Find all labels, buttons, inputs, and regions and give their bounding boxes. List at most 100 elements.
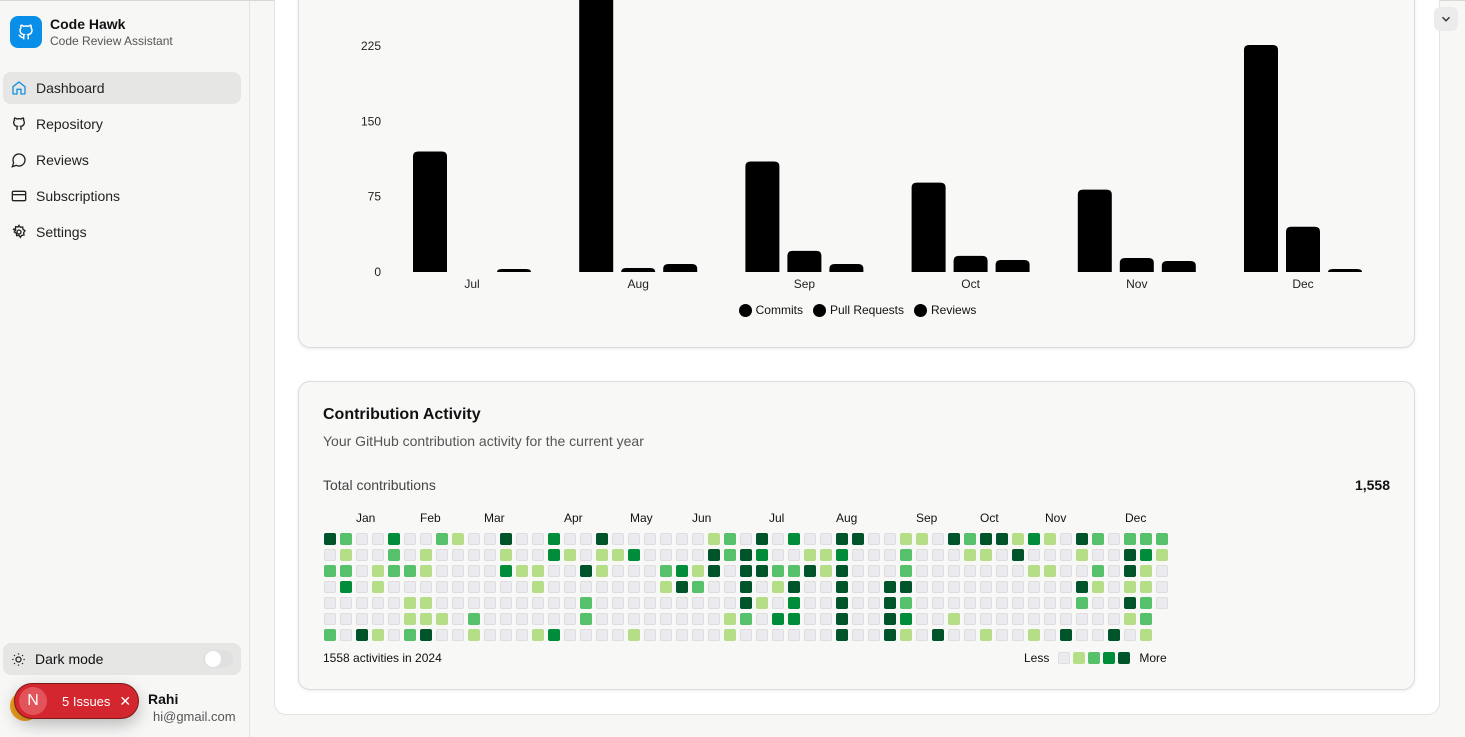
heatmap-cell[interactable] [532,581,544,593]
heatmap-cell[interactable] [772,597,784,609]
heatmap-cell[interactable] [724,565,736,577]
sidebar-item-settings[interactable]: Settings [3,216,241,248]
heatmap-cell[interactable] [564,549,576,561]
heatmap-cell[interactable] [900,597,912,609]
heatmap-cell[interactable] [340,629,352,641]
heatmap-cell[interactable] [660,597,672,609]
heatmap-cell[interactable] [388,549,400,561]
heatmap-cell[interactable] [1124,597,1136,609]
heatmap-cell[interactable] [1012,597,1024,609]
heatmap-cell[interactable] [596,597,608,609]
heatmap-cell[interactable] [740,533,752,545]
heatmap-cell[interactable] [1060,581,1072,593]
heatmap-cell[interactable] [372,565,384,577]
heatmap-cell[interactable] [692,613,704,625]
heatmap-cell[interactable] [372,597,384,609]
heatmap-cell[interactable] [580,533,592,545]
heatmap-cell[interactable] [980,581,992,593]
heatmap-cell[interactable] [580,549,592,561]
heatmap-cell[interactable] [708,549,720,561]
heatmap-cell[interactable] [1060,597,1072,609]
heatmap-cell[interactable] [1140,613,1152,625]
bar-commits[interactable] [413,151,447,272]
bar-commits[interactable] [1244,44,1278,273]
heatmap-cell[interactable] [612,581,624,593]
heatmap-cell[interactable] [404,597,416,609]
heatmap-cell[interactable] [676,613,688,625]
heatmap-cell[interactable] [884,629,896,641]
heatmap-cell[interactable] [1124,565,1136,577]
sidebar-item-subscriptions[interactable]: Subscriptions [3,180,241,212]
heatmap-cell[interactable] [948,581,960,593]
heatmap-cell[interactable] [980,613,992,625]
heatmap-cell[interactable] [1092,565,1104,577]
heatmap-cell[interactable] [724,533,736,545]
heatmap-cell[interactable] [1140,533,1152,545]
heatmap-cell[interactable] [900,613,912,625]
heatmap-cell[interactable] [852,629,864,641]
heatmap-cell[interactable] [436,533,448,545]
sidebar-item-reviews[interactable]: Reviews [3,144,241,176]
heatmap-cell[interactable] [324,629,336,641]
heatmap-cell[interactable] [1124,613,1136,625]
heatmap-cell[interactable] [1012,629,1024,641]
heatmap-cell[interactable] [1060,549,1072,561]
heatmap-cell[interactable] [644,597,656,609]
bar-commits[interactable] [745,161,780,272]
heatmap-cell[interactable] [500,597,512,609]
heatmap-cell[interactable] [484,565,496,577]
heatmap-cell[interactable] [964,549,976,561]
heatmap-cell[interactable] [660,581,672,593]
heatmap-cell[interactable] [324,581,336,593]
heatmap-cell[interactable] [628,597,640,609]
heatmap-cell[interactable] [500,549,512,561]
heatmap-cell[interactable] [468,533,480,545]
heatmap-cell[interactable] [788,533,800,545]
heatmap-cell[interactable] [916,549,928,561]
heatmap-cell[interactable] [436,597,448,609]
heatmap-cell[interactable] [548,549,560,561]
heatmap-cell[interactable] [612,533,624,545]
heatmap-cell[interactable] [1060,533,1072,545]
heatmap-cell[interactable] [516,613,528,625]
heatmap-cell[interactable] [340,533,352,545]
bar-reviews[interactable] [663,263,698,272]
heatmap-cell[interactable] [564,581,576,593]
heatmap-cell[interactable] [324,613,336,625]
heatmap-cell[interactable] [676,629,688,641]
legend-item-reviews[interactable]: Reviews [914,303,976,317]
heatmap-cell[interactable] [468,549,480,561]
heatmap-cell[interactable] [452,549,464,561]
heatmap-cell[interactable] [1092,581,1104,593]
heatmap-cell[interactable] [852,533,864,545]
heatmap-cell[interactable] [676,565,688,577]
close-icon[interactable]: ✕ [119,692,132,709]
heatmap-cell[interactable] [1076,533,1088,545]
heatmap-cell[interactable] [1156,581,1168,593]
heatmap-cell[interactable] [948,533,960,545]
heatmap-cell[interactable] [964,629,976,641]
heatmap-cell[interactable] [564,629,576,641]
heatmap-cell[interactable] [676,581,688,593]
heatmap-cell[interactable] [548,613,560,625]
heatmap-cell[interactable] [964,565,976,577]
heatmap-cell[interactable] [1156,597,1168,609]
heatmap-cell[interactable] [868,565,880,577]
heatmap-cell[interactable] [932,597,944,609]
heatmap-cell[interactable] [724,581,736,593]
heatmap-cell[interactable] [996,629,1008,641]
heatmap-cell[interactable] [1108,597,1120,609]
heatmap-cell[interactable] [324,565,336,577]
heatmap-cell[interactable] [564,597,576,609]
heatmap-cell[interactable] [884,565,896,577]
heatmap-cell[interactable] [692,565,704,577]
heatmap-cell[interactable] [468,613,480,625]
heatmap-cell[interactable] [580,581,592,593]
heatmap-cell[interactable] [1044,549,1056,561]
heatmap-cell[interactable] [836,581,848,593]
heatmap-cell[interactable] [1028,613,1040,625]
heatmap-cell[interactable] [660,629,672,641]
heatmap-cell[interactable] [500,629,512,641]
heatmap-cell[interactable] [628,581,640,593]
heatmap-cell[interactable] [708,581,720,593]
